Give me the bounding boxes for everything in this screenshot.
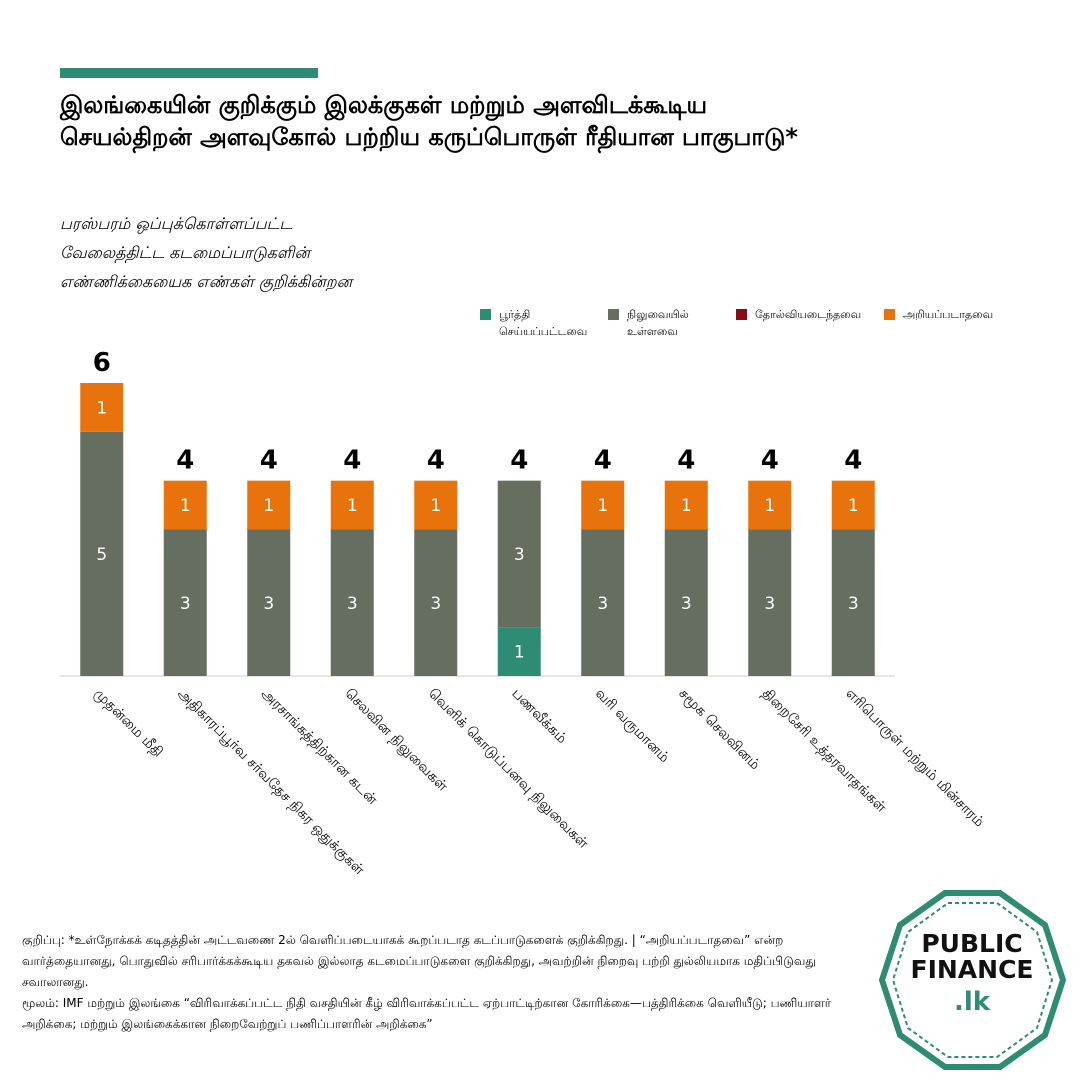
logo-text: PUBLIC — [921, 929, 1022, 958]
bar-segment — [247, 529, 291, 676]
bar-segment — [497, 627, 541, 676]
total-label: 4 — [594, 446, 612, 476]
bar-segment — [831, 529, 875, 676]
bar-segment — [497, 480, 541, 628]
chart-title: இலங்கையின் குறிக்கும் இலக்குகள் மற்றும் … — [59, 91, 707, 121]
notes: குறிப்பு: *உள்நோக்கக் கடிதத்தின் அட்டவணை… — [22, 930, 842, 1035]
total-label: 4 — [677, 446, 695, 476]
bar-segment — [664, 529, 708, 676]
segment-label: 1 — [848, 496, 859, 516]
segment-label: 3 — [180, 594, 191, 614]
segment-label: 1 — [430, 496, 441, 516]
legend-item: அறியப்படாதவை — [884, 306, 994, 323]
total-label: 4 — [343, 446, 361, 476]
segment-label: 3 — [681, 594, 692, 614]
logo-text: .lk — [954, 987, 991, 1017]
bar-segment — [330, 529, 374, 676]
legend-item: தோல்வியடைந்தவை — [736, 306, 861, 323]
legend-label: பூர்த்தி செய்யப்பட்டவை — [499, 308, 588, 338]
note: குறிப்பு: *உள்நோக்கக் கடிதத்தின் அட்டவணை… — [22, 933, 816, 989]
legend-label: நிலுவையில் உள்ளவை — [627, 308, 689, 338]
segment-label: 3 — [347, 594, 358, 614]
total-label: 6 — [93, 348, 111, 378]
legend-swatch — [884, 309, 895, 320]
segment-label: 3 — [514, 545, 525, 565]
bar-segment — [80, 431, 124, 676]
total-label: 4 — [427, 446, 445, 476]
bar-segment — [581, 529, 625, 676]
total-label: 4 — [761, 446, 779, 476]
bar-segment — [330, 480, 374, 530]
bar-segment — [414, 480, 458, 530]
accent-bar — [60, 68, 318, 78]
bar-segment — [748, 480, 792, 530]
bar-segment — [247, 480, 291, 530]
x-tick-label: வரி வருமானம் — [592, 686, 672, 766]
segment-label: 1 — [681, 496, 692, 516]
segment-label: 1 — [514, 643, 525, 663]
bar-segment — [163, 529, 207, 676]
x-tick-label: பணவீக்கம் — [508, 686, 569, 747]
total-label: 4 — [260, 446, 278, 476]
subtitle: எண்ணிக்கையைக எண்கள் குறிக்கின்றன — [60, 272, 355, 292]
legend-swatch — [480, 309, 491, 320]
segment-label: 1 — [764, 496, 775, 516]
note: மூலம்: IMF மற்றும் இலங்கை “விரிவாக்கப்பட… — [22, 996, 832, 1031]
segment-label: 3 — [764, 594, 775, 614]
legend-swatch — [736, 309, 747, 320]
total-label: 4 — [844, 446, 862, 476]
segment-label: 3 — [263, 594, 274, 614]
legend-item: நிலுவையில் உள்ளவை — [608, 306, 718, 340]
bar-segment — [831, 480, 875, 530]
x-tick-label: சமூக செலவினம் — [675, 686, 762, 773]
segment-label: 3 — [430, 594, 441, 614]
legend-label: அறியப்படாதவை — [903, 308, 994, 321]
x-tick-label: முதன்மை மீதி — [91, 686, 166, 761]
segment-label: 3 — [848, 594, 859, 614]
bar-segment — [414, 529, 458, 676]
logo-frame — [878, 890, 1067, 1070]
x-tick-label: வெளிக் கொடுப்பனவு நிலுவைகள் — [425, 686, 592, 853]
segment-label: 1 — [263, 496, 274, 516]
segment-label: 3 — [597, 594, 608, 614]
segment-label: 1 — [597, 496, 608, 516]
logo: PUBLIC FINANCE .lk — [878, 890, 1067, 1070]
legend-swatch — [608, 309, 619, 320]
x-tick-label: அதிகாரப்பூர்வ சர்வதேச நிகர ஒதுக்குகள் — [174, 686, 368, 880]
logo-pattern — [891, 902, 1054, 1058]
chart-title: செயல்திறன் அளவுகோல் பற்றிய கருப்பொருள் ர… — [60, 123, 798, 154]
bar-segment — [748, 529, 792, 676]
logo-text: FINANCE — [911, 955, 1034, 984]
subtitle: பரஸ்பரம் ஒப்புக்கொள்ளப்பட்ட — [60, 214, 292, 234]
x-tick-label: எரிபொருள் மற்றும் மின்சாரம் — [842, 686, 987, 831]
bar-segment — [163, 480, 207, 530]
segment-label: 1 — [96, 398, 107, 418]
subtitle: வேலைத்திட்ட கடமைப்பாடுகளின் — [60, 243, 313, 264]
segment-label: 5 — [96, 545, 107, 565]
bar-segment — [664, 480, 708, 530]
bar-segment — [581, 480, 625, 530]
legend-item: பூர்த்தி செய்யப்பட்டவை — [480, 306, 590, 340]
segment-label: 1 — [180, 496, 191, 516]
legend-label: தோல்வியடைந்தவை — [755, 308, 862, 321]
total-label: 4 — [176, 446, 194, 476]
total-label: 4 — [510, 446, 528, 476]
bar-segment — [80, 383, 124, 432]
segment-label: 1 — [347, 496, 358, 516]
